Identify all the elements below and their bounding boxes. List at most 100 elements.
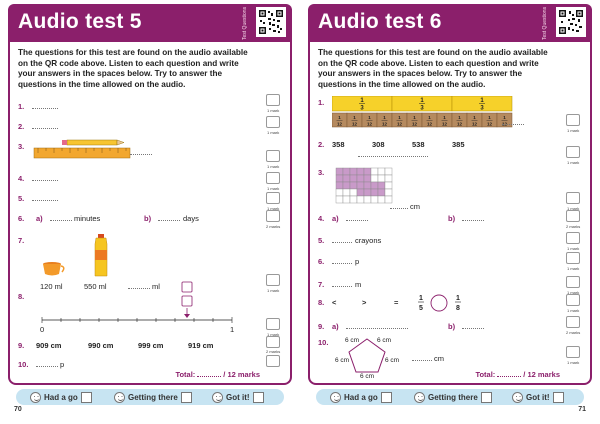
grid-cell [335,188,344,197]
answer-line[interactable] [32,200,58,201]
answer-line[interactable] [332,242,352,243]
answer-line[interactable] [332,286,352,287]
answer-line[interactable] [462,328,484,329]
checkbox[interactable] [80,391,92,403]
mark-box[interactable] [266,355,280,367]
mark-box[interactable] [566,316,580,328]
answer-line[interactable] [36,366,58,367]
mark-box[interactable] [266,150,280,162]
svg-text:6 cm: 6 cm [385,357,399,364]
total-label: Total: [175,370,196,379]
smiley-icon [512,391,523,403]
length-value[interactable]: 990 cm [88,341,114,350]
mark-box[interactable] [566,192,580,204]
svg-text:1: 1 [353,115,356,120]
got-it-item[interactable]: Got it! [512,391,564,403]
mark-box[interactable] [266,210,280,222]
mark-box[interactable] [266,172,280,184]
grid-cell [356,174,365,183]
grid-cell [356,167,365,176]
checkbox[interactable] [380,391,392,403]
answer-line[interactable] [390,208,408,209]
answer-line[interactable] [32,180,58,181]
length-value[interactable]: 909 cm [36,341,62,350]
length-value[interactable]: 919 cm [188,341,214,350]
answer-line[interactable] [158,220,180,221]
number-value[interactable]: 385 [452,140,465,149]
length-value[interactable]: 999 cm [138,341,164,350]
number-value[interactable]: 308 [372,140,385,149]
number-value[interactable]: 538 [412,140,425,149]
grid-cell [384,195,393,204]
checkbox[interactable] [180,391,192,403]
had-a-go-item[interactable]: Had a go [330,391,392,403]
smiley-icon [30,391,41,403]
mark-box[interactable] [566,114,580,126]
self-assessment-bar: Had a go Getting there Got it! [316,389,584,405]
question-number: 7. [18,236,25,245]
grid-cell [377,174,386,183]
grid-cell [363,188,372,197]
answer-line[interactable] [412,360,432,361]
qr-code-icon[interactable] [556,7,586,37]
answer-line[interactable] [358,156,428,157]
answer-line[interactable] [32,108,58,109]
unit-label: minutes [74,214,101,223]
svg-text:1: 1 [443,115,446,120]
getting-there-label: Getting there [128,392,178,402]
total-input[interactable] [197,376,222,377]
mark-label: 1 mark [567,128,580,133]
mark-box[interactable] [266,94,280,106]
question-number: 6. [318,257,325,266]
answer-line[interactable] [32,128,58,129]
mark-box[interactable] [566,146,580,158]
mark-box[interactable] [266,274,280,286]
pencil-ruler-image [33,139,131,159]
mark-box[interactable] [266,336,280,348]
grid-cell [370,167,379,176]
svg-text:6 cm: 6 cm [360,373,374,378]
answer-line[interactable] [332,263,352,264]
mark-box[interactable] [566,252,580,264]
answer-line[interactable] [346,328,408,329]
mark-box[interactable] [266,318,280,330]
grid-cell [363,174,372,183]
mark-box[interactable] [266,192,280,204]
mark-box[interactable] [566,232,580,244]
total-input[interactable] [497,376,522,377]
mark-label: 1 mark [567,290,580,295]
grid-cell [342,174,351,183]
smiley-icon [114,391,125,403]
answer-line[interactable] [502,124,524,125]
had-a-go-label: Had a go [44,392,78,402]
answer-line[interactable] [130,154,152,155]
checkbox[interactable] [480,391,492,403]
answer-line[interactable] [50,220,72,221]
checkbox[interactable] [552,391,564,403]
svg-text:8: 8 [456,305,460,312]
answer-line[interactable] [346,220,368,221]
question-number: 10. [318,338,329,347]
question-number: 1. [18,102,25,111]
checkbox[interactable] [252,391,264,403]
number-line-end: 1 [230,325,235,334]
grid-cell [370,181,379,190]
svg-text:1: 1 [398,115,401,120]
mark-box[interactable] [566,346,580,358]
mark-label: 1 mark [567,246,580,251]
number-line [41,281,233,323]
mark-box[interactable] [566,210,580,222]
answer-line[interactable] [462,220,484,221]
page-right: Audio test 6 Test Questions The question… [300,0,600,424]
answer-line[interactable] [128,288,150,289]
svg-text:1: 1 [480,98,484,104]
getting-there-item[interactable]: Getting there [414,391,492,403]
got-it-item[interactable]: Got it! [212,391,264,403]
had-a-go-item[interactable]: Had a go [30,391,92,403]
mark-box[interactable] [566,276,580,288]
mark-box[interactable] [566,294,580,306]
number-value[interactable]: 358 [332,140,345,149]
mark-box[interactable] [266,116,280,128]
qr-code-icon[interactable] [256,7,286,37]
getting-there-item[interactable]: Getting there [114,391,192,403]
